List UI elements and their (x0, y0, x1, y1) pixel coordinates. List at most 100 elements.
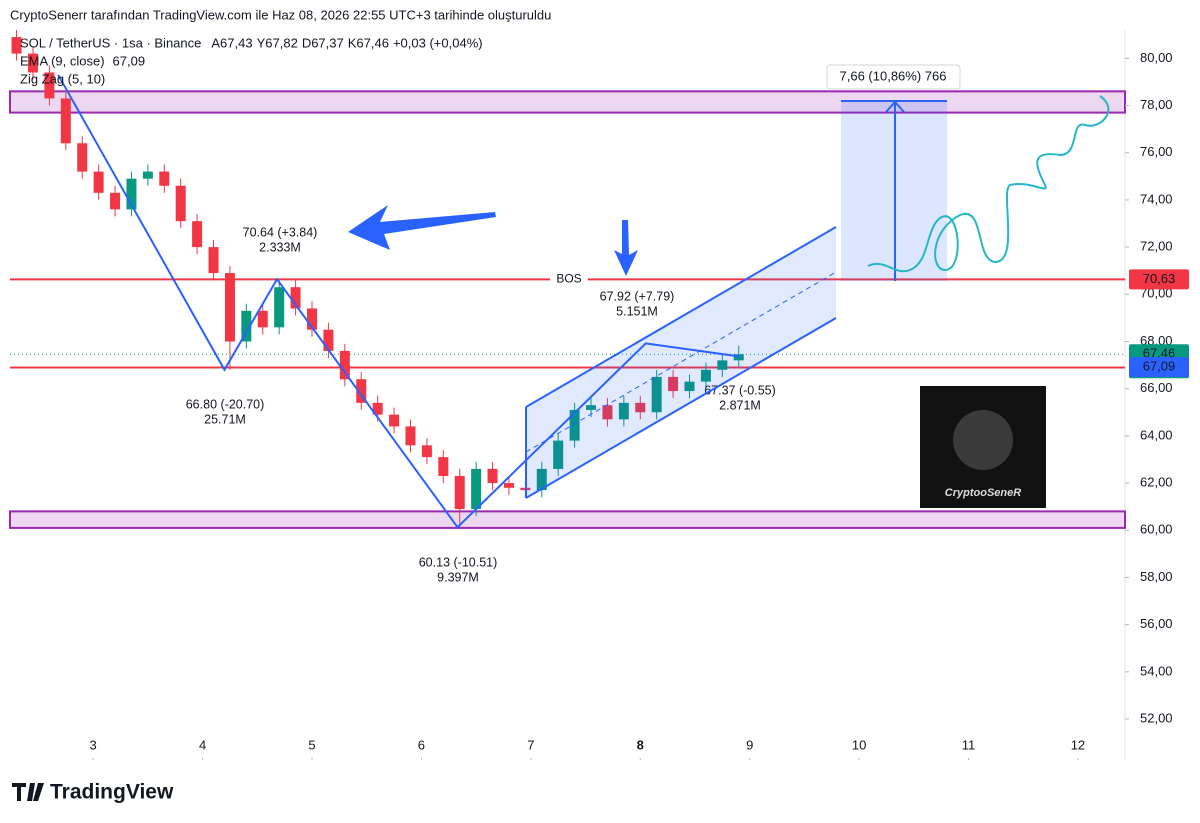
candle-body (192, 221, 203, 248)
y-tick-label: 74,00 (1140, 191, 1173, 206)
ohlc-key: A (211, 35, 220, 50)
y-tick-label: 60,00 (1140, 522, 1173, 537)
y-tick-label: 54,00 (1140, 663, 1173, 678)
annotation-sub: 25.71M (204, 412, 246, 426)
candle-body (586, 405, 597, 410)
candle-body (208, 247, 219, 274)
ohlc-key: Y (257, 35, 266, 50)
ohlc-value: 67,46 (356, 35, 389, 50)
channel-bottom (525, 317, 837, 499)
candle-body (536, 468, 547, 491)
x-tick-label: 6 (418, 737, 425, 752)
candle-body (257, 310, 268, 328)
candle-body (389, 414, 400, 427)
x-tick-label: 11 (962, 737, 976, 752)
brand-logo (12, 783, 44, 801)
candle-body (77, 143, 88, 172)
ohlc-key: D (302, 35, 311, 50)
y-tick-label: 56,00 (1140, 616, 1173, 631)
y-tick-label: 80,00 (1140, 50, 1173, 65)
avatar-face (953, 410, 1013, 470)
zone (9, 90, 1126, 114)
candle-body (142, 171, 153, 179)
x-tick-label: 10 (852, 737, 866, 752)
candle-body (339, 350, 350, 380)
x-tick-label: 7 (527, 737, 534, 752)
y-tick-label: 78,00 (1140, 97, 1173, 112)
price-tag (1129, 356, 1189, 377)
candle-body (684, 381, 695, 392)
change: +0,03 (+0,04%) (393, 35, 483, 50)
annotation: 67.92 (+7.79) (600, 289, 675, 303)
candle-body (323, 329, 334, 351)
candle-body (421, 445, 432, 458)
x-tick-label: 4 (199, 737, 206, 752)
candle-body (553, 440, 564, 469)
annotation: 60.13 (-10.51) (419, 555, 498, 569)
annotation: 67.37 (-0.55) (704, 383, 776, 397)
candle-body (487, 468, 498, 484)
candle-body (651, 376, 662, 413)
candle-body (356, 379, 367, 403)
drawn-path (867, 95, 1110, 273)
ohlc-key: K (348, 35, 357, 50)
x-tick-label: 9 (746, 737, 753, 752)
candle-body (110, 192, 121, 210)
ohlc-value: 67,82 (265, 35, 298, 50)
level-text-bg (550, 271, 588, 288)
price-tag-label: 70,63 (1143, 271, 1176, 286)
candle-body (618, 402, 629, 420)
price-tag-label: 67,09 (1143, 358, 1176, 373)
y-tick-label: 70,00 (1140, 286, 1173, 301)
candle-body (11, 37, 22, 54)
price-tag (1129, 269, 1189, 290)
watermark: CryptooSeneR (945, 487, 1021, 499)
y-tick-label: 72,00 (1140, 239, 1173, 254)
candle-body (290, 287, 301, 309)
candle-body (503, 483, 514, 488)
candle-body (635, 402, 646, 413)
annotation-sub: 2.871M (719, 398, 761, 412)
x-tick-label: 5 (308, 737, 315, 752)
y-tick-label: 68,00 (1140, 333, 1173, 348)
candle-body (405, 426, 416, 446)
symbol: SOL / TetherUS · 1sa · Binance (20, 35, 201, 50)
y-tick-label: 76,00 (1140, 144, 1173, 159)
annotation-sub: 2.333M (259, 240, 301, 254)
candle-body (602, 405, 613, 420)
candle-body (700, 369, 711, 382)
measure-label: 7,66 (10,86%) 766 (840, 68, 947, 83)
indicator-value: 67,09 (113, 53, 146, 68)
candle-body (471, 468, 482, 510)
x-tick-label: 8 (637, 737, 644, 752)
zigzag (57, 74, 739, 529)
candle-body (438, 457, 449, 476)
x-tick-label: 12 (1071, 737, 1085, 752)
indicator: Zig Zag (5, 10) (20, 71, 105, 86)
x-tick-label: 3 (90, 737, 97, 752)
plot: BOS 70.64 (+3.84)2.333M 66.80 (-20.70)25.7… (9, 30, 1126, 584)
level-text: BOS (556, 272, 581, 286)
candle-body (159, 171, 170, 186)
price-tag-label: 67,46 (1143, 346, 1176, 361)
arrow-left (348, 205, 496, 250)
annotation: 66.80 (-20.70) (186, 397, 265, 411)
candle-body (307, 308, 318, 330)
arrow-down (614, 220, 638, 276)
candle-body (224, 273, 235, 342)
candle-body (44, 72, 55, 99)
y-tick-label: 52,00 (1140, 710, 1173, 725)
candle-body (668, 376, 679, 392)
candle-body (126, 178, 137, 210)
candle-body (93, 171, 104, 193)
indicator: EMA (9, close) (20, 53, 105, 68)
annotation: 70.64 (+3.84) (243, 225, 318, 239)
channel-mid (525, 271, 837, 453)
candle-body (175, 185, 186, 222)
candle-body (717, 360, 728, 370)
ohlc-value: 67,37 (311, 35, 344, 50)
measure-label-box (826, 64, 961, 90)
annotation-sub: 5.151M (616, 304, 658, 318)
candle-body (241, 310, 252, 342)
